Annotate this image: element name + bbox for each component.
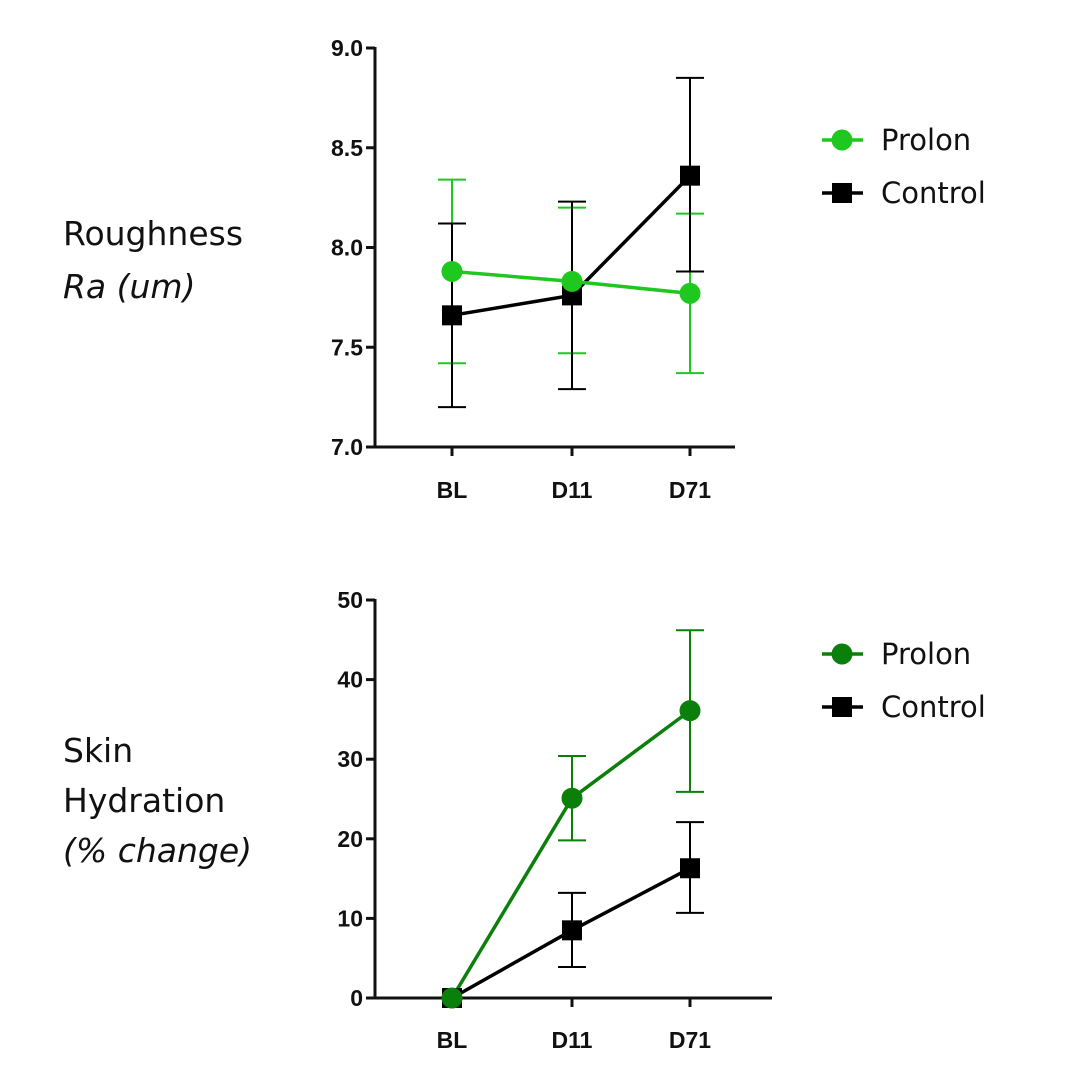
data-point-control bbox=[562, 920, 582, 941]
y-tick-label: 20 bbox=[337, 826, 363, 852]
legend-label: Prolon bbox=[881, 123, 971, 157]
legend-circle-icon bbox=[831, 643, 853, 665]
x-tick-label: D71 bbox=[669, 1027, 711, 1053]
y-tick-label: 9.0 bbox=[331, 35, 363, 61]
series-control bbox=[558, 821, 704, 968]
data-point-prolon bbox=[679, 700, 701, 722]
data-point-control bbox=[680, 165, 700, 186]
data-point-prolon bbox=[441, 987, 463, 1009]
x-tick-label: BL bbox=[437, 477, 468, 503]
legend-label: Control bbox=[881, 690, 986, 724]
y-axis-label: Ra (um) bbox=[63, 267, 195, 306]
y-tick-label: 50 bbox=[337, 587, 363, 613]
y-tick-label: 7.0 bbox=[331, 434, 363, 460]
legend: Prolon Control bbox=[822, 637, 986, 724]
data-point-prolon bbox=[441, 260, 463, 282]
x-tick-label: D11 bbox=[552, 1027, 593, 1053]
legend-square-icon bbox=[832, 697, 852, 717]
series-prolon bbox=[558, 629, 704, 842]
y-tick-label: 0 bbox=[350, 985, 363, 1011]
data-point-control bbox=[442, 305, 462, 326]
y-axis-label: Skin bbox=[63, 731, 133, 770]
y-tick-label: 10 bbox=[337, 905, 363, 931]
series-control bbox=[438, 76, 704, 409]
data-point-prolon bbox=[561, 787, 583, 809]
legend-label: Control bbox=[881, 176, 986, 210]
y-tick-label: 30 bbox=[337, 746, 363, 772]
data-point-prolon bbox=[679, 282, 701, 304]
x-tick-label: D11 bbox=[552, 477, 593, 503]
chart-panel-1: Roughness Ra (um) 7.0 7.5 8.0 8.5 9.0 BL D11 D71 P… bbox=[63, 35, 986, 503]
data-point-prolon bbox=[561, 270, 583, 292]
legend-circle-icon bbox=[831, 129, 853, 151]
y-axis-label: Roughness bbox=[63, 214, 243, 253]
y-tick-label: 40 bbox=[337, 667, 363, 693]
x-tick-label: BL bbox=[437, 1027, 468, 1053]
chart-panel-2: Skin Hydration (% change) 0 10 20 30 40 50 BL D11 D… bbox=[63, 587, 986, 1053]
data-point-control bbox=[680, 858, 700, 879]
legend-label: Prolon bbox=[881, 637, 971, 671]
x-tick-label: D71 bbox=[669, 477, 711, 503]
y-tick-label: 7.5 bbox=[331, 334, 363, 360]
y-tick-label: 8.0 bbox=[331, 235, 363, 261]
legend-square-icon bbox=[832, 183, 852, 203]
y-tick-label: 8.5 bbox=[331, 135, 363, 161]
legend: Prolon Control bbox=[822, 123, 986, 210]
y-axis-label: (% change) bbox=[63, 831, 252, 870]
y-axis-label: Hydration bbox=[63, 781, 225, 820]
